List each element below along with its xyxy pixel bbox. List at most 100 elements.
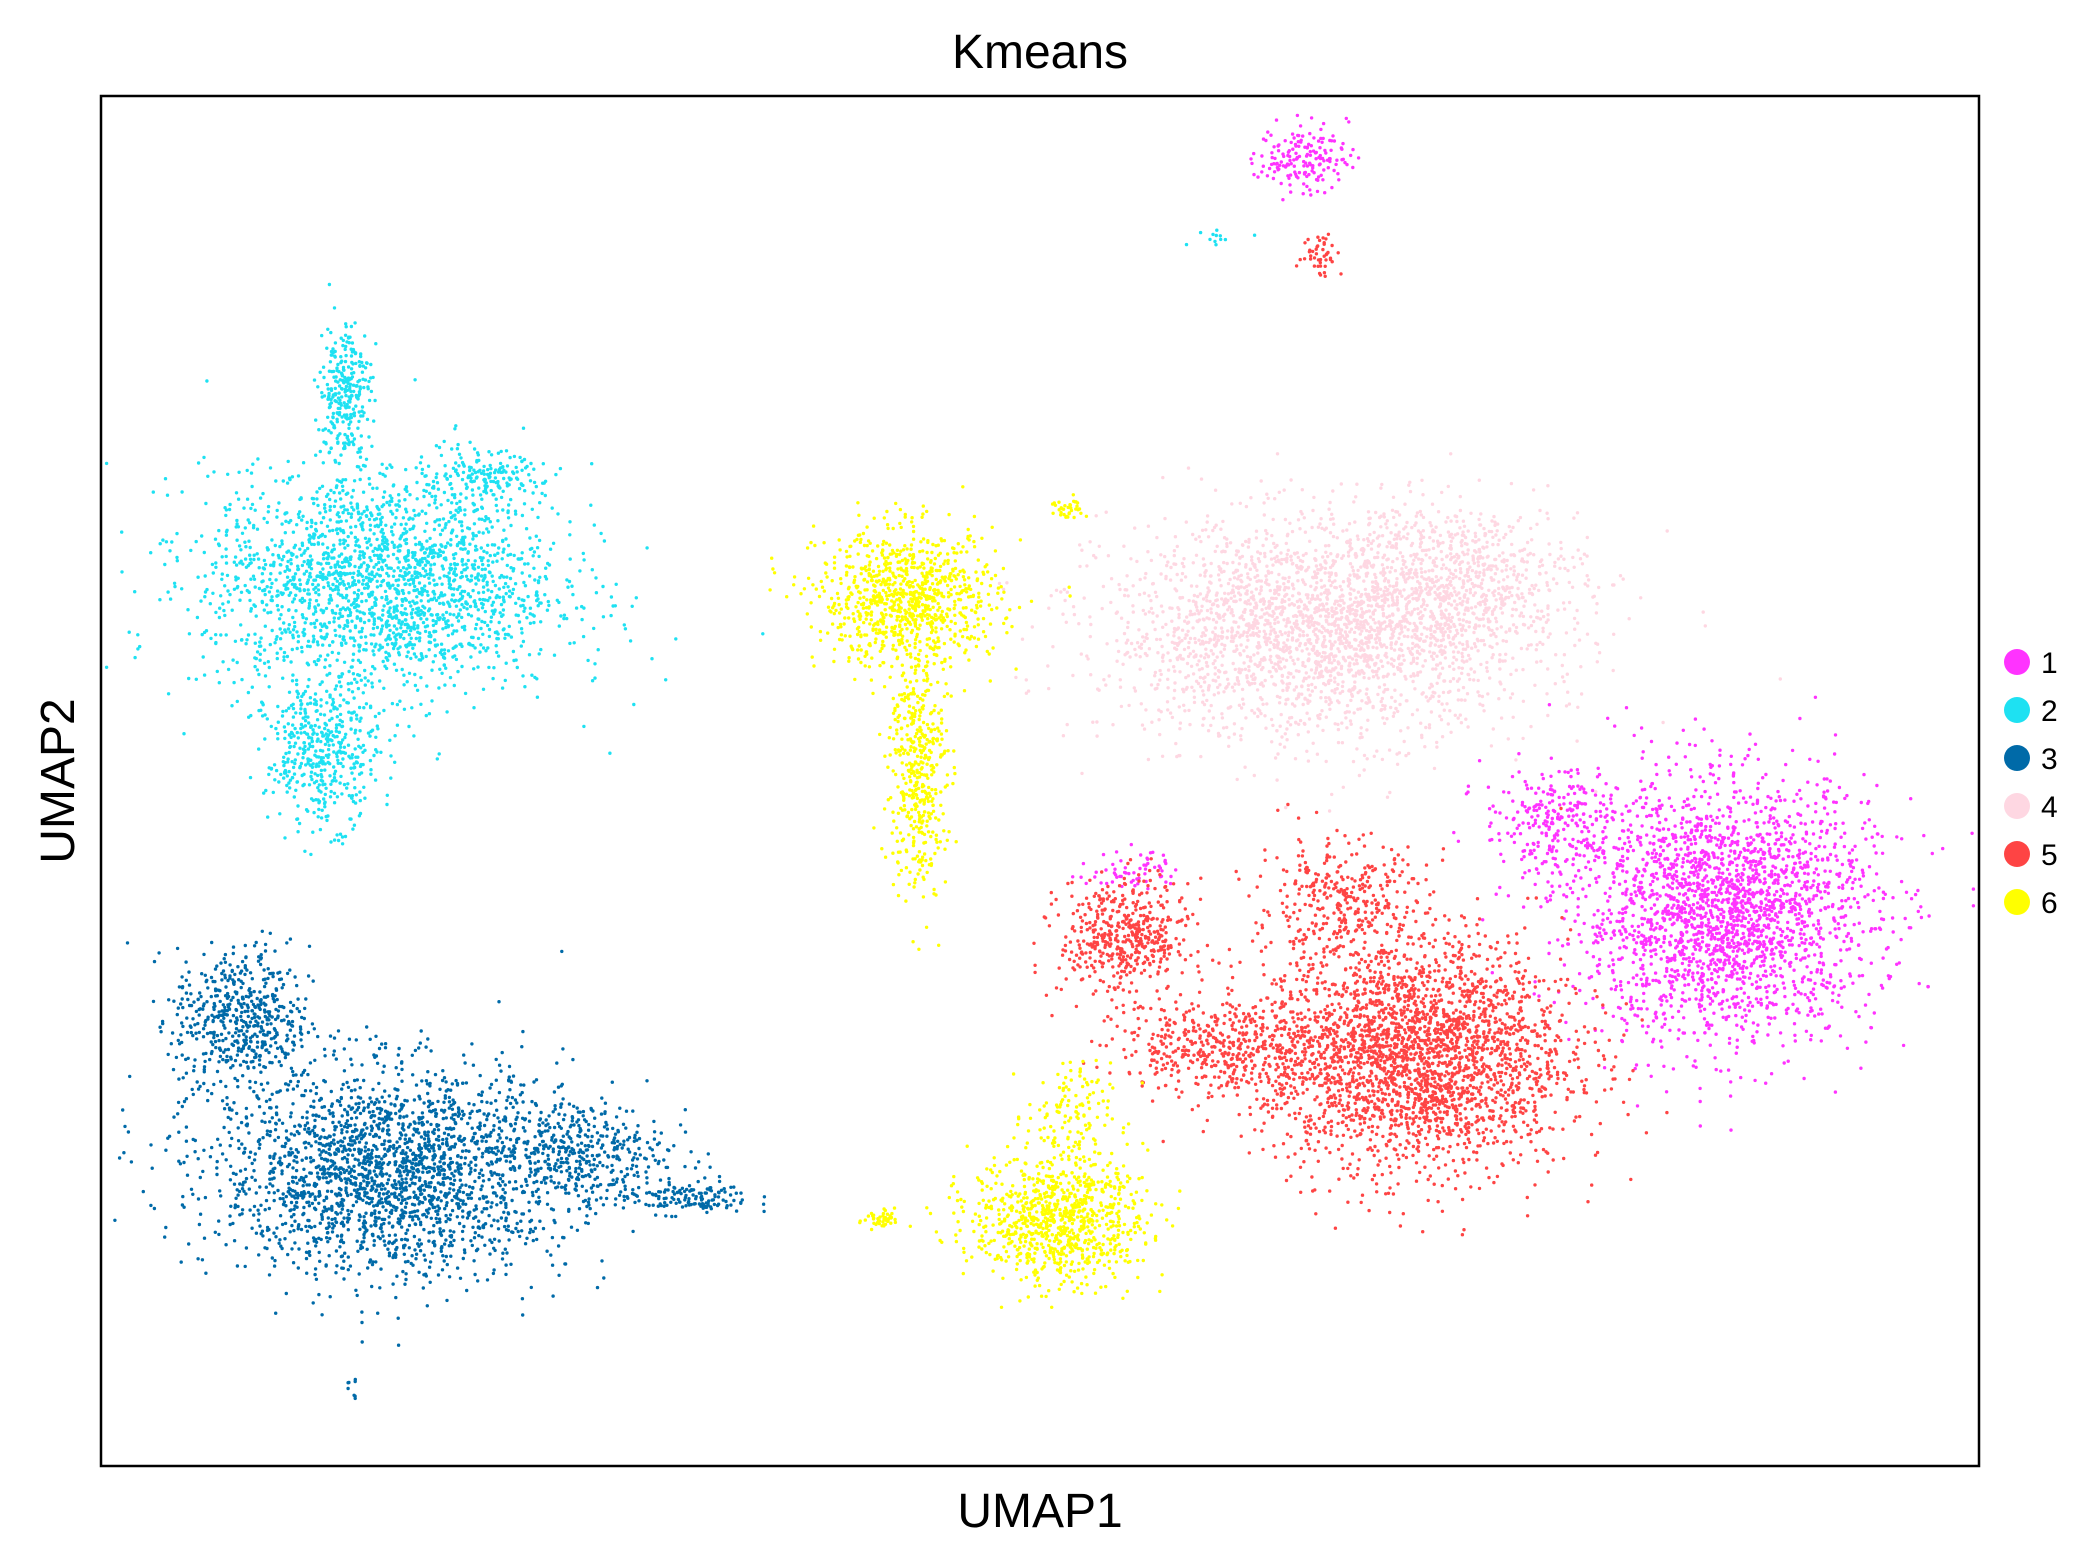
point-cluster-1 <box>1674 863 1679 867</box>
point-cluster-1 <box>1769 952 1773 956</box>
point-cluster-1 <box>1618 929 1622 933</box>
point-cluster-2 <box>382 604 386 608</box>
point-cluster-1 <box>1724 1017 1728 1022</box>
point-cluster-2 <box>432 562 437 566</box>
point-cluster-1 <box>1909 926 1913 930</box>
point-cluster-1 <box>1777 795 1782 799</box>
point-cluster-1 <box>1707 1026 1711 1031</box>
point-cluster-1 <box>1703 868 1707 872</box>
point-cluster-1 <box>1707 921 1711 925</box>
point-cluster-1 <box>1735 863 1739 868</box>
point-cluster-1 <box>1640 874 1645 878</box>
point-cluster-1 <box>1681 944 1686 949</box>
point-cluster-1 <box>1331 134 1335 138</box>
point-cluster-2 <box>293 624 297 629</box>
point-cluster-1 <box>1755 801 1760 806</box>
point-cluster-2 <box>664 678 668 682</box>
point-cluster-2 <box>460 602 464 607</box>
point-cluster-1 <box>1605 807 1609 811</box>
point-cluster-2 <box>447 519 451 524</box>
point-cluster-1 <box>1839 979 1843 983</box>
point-cluster-1 <box>1777 910 1782 914</box>
point-cluster-1 <box>1527 826 1532 830</box>
point-cluster-1 <box>1869 929 1873 933</box>
point-cluster-1 <box>1680 905 1684 909</box>
point-cluster-2 <box>418 461 423 465</box>
point-cluster-2 <box>376 524 381 529</box>
point-cluster-2 <box>507 633 511 637</box>
point-cluster-1 <box>1762 851 1767 855</box>
point-cluster-1 <box>1786 1059 1790 1063</box>
point-cluster-2 <box>496 654 501 658</box>
point-cluster-1 <box>1741 931 1745 936</box>
point-cluster-1 <box>1712 1011 1716 1015</box>
point-cluster-1 <box>1756 974 1760 978</box>
point-cluster-2 <box>528 574 532 578</box>
point-cluster-1 <box>1631 933 1635 938</box>
point-cluster-2 <box>481 585 486 589</box>
point-cluster-1 <box>1668 943 1673 947</box>
point-cluster-1 <box>1738 1005 1742 1009</box>
point-cluster-1 <box>1715 815 1719 820</box>
point-cluster-1 <box>1851 981 1855 985</box>
point-cluster-1 <box>1662 1022 1667 1027</box>
point-cluster-2 <box>382 490 387 494</box>
point-cluster-2 <box>416 575 420 579</box>
point-cluster-1 <box>1356 156 1361 160</box>
point-cluster-1 <box>1691 971 1695 975</box>
point-cluster-1 <box>1794 891 1798 896</box>
point-cluster-1 <box>1110 880 1115 884</box>
point-cluster-2 <box>352 605 357 610</box>
point-cluster-1 <box>1582 838 1586 842</box>
point-cluster-1 <box>1864 837 1868 841</box>
point-cluster-1 <box>1615 919 1619 923</box>
point-cluster-2 <box>149 551 153 555</box>
point-cluster-1 <box>1309 116 1314 120</box>
point-cluster-1 <box>1631 801 1636 806</box>
point-cluster-1 <box>1725 867 1730 872</box>
point-cluster-2 <box>366 679 370 683</box>
point-cluster-1 <box>1769 972 1773 977</box>
point-cluster-2 <box>265 603 269 607</box>
point-cluster-1 <box>1665 959 1670 963</box>
point-cluster-2 <box>509 523 513 528</box>
point-cluster-1 <box>1686 897 1690 902</box>
point-cluster-2 <box>386 554 390 558</box>
point-cluster-1 <box>1816 888 1820 893</box>
points-layer <box>104 113 1976 1401</box>
point-cluster-1 <box>1714 925 1719 929</box>
point-cluster-1 <box>1738 977 1742 981</box>
point-cluster-2 <box>307 592 311 596</box>
point-cluster-1 <box>1820 982 1824 987</box>
point-cluster-1 <box>1805 880 1810 884</box>
point-cluster-1 <box>1640 886 1644 890</box>
point-cluster-2 <box>267 590 272 594</box>
point-cluster-1 <box>1663 909 1668 914</box>
point-cluster-2 <box>505 575 509 579</box>
point-cluster-1 <box>1708 865 1712 869</box>
point-cluster-1 <box>1654 926 1658 930</box>
point-cluster-1 <box>1798 932 1803 936</box>
point-cluster-2 <box>589 503 593 507</box>
point-cluster-1 <box>1692 917 1696 921</box>
point-cluster-1 <box>1725 998 1729 1002</box>
point-cluster-1 <box>1810 820 1815 824</box>
point-cluster-1 <box>1872 1011 1877 1015</box>
point-cluster-2 <box>300 613 305 617</box>
point-cluster-2 <box>405 680 409 684</box>
point-cluster-2 <box>288 477 292 482</box>
point-cluster-1 <box>1651 1037 1656 1042</box>
point-cluster-1 <box>1772 821 1776 826</box>
point-cluster-1 <box>1252 151 1256 156</box>
point-cluster-2 <box>270 538 274 542</box>
point-cluster-2 <box>444 558 448 562</box>
point-cluster-1 <box>1506 831 1510 835</box>
point-cluster-1 <box>1562 893 1566 897</box>
point-cluster-1 <box>1527 806 1532 810</box>
point-cluster-1 <box>1584 865 1588 870</box>
point-cluster-1 <box>1620 1016 1624 1021</box>
point-cluster-1 <box>1837 874 1841 878</box>
point-cluster-2 <box>539 620 543 624</box>
point-cluster-2 <box>314 599 319 603</box>
point-cluster-1 <box>1494 892 1498 896</box>
